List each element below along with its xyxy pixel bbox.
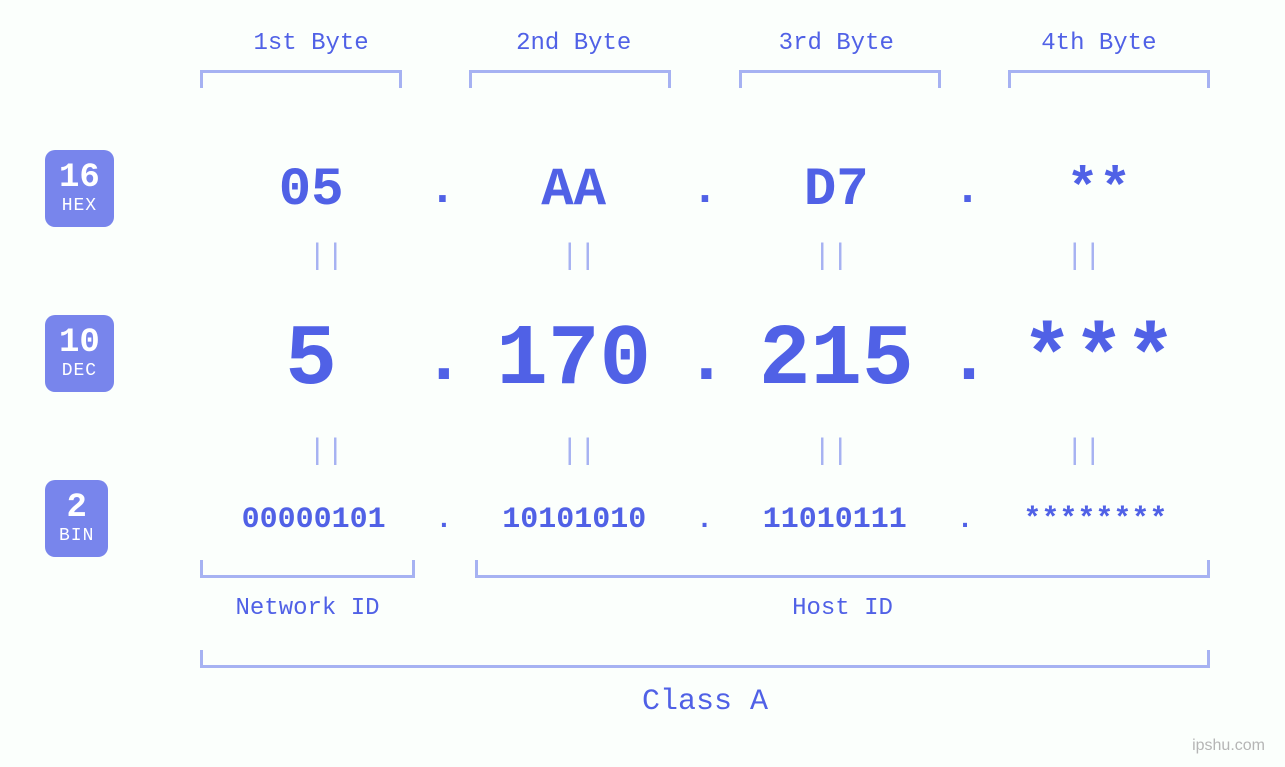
dec-byte-1: 5 bbox=[200, 311, 422, 409]
hex-badge-num: 16 bbox=[59, 160, 100, 197]
byte-header-4: 4th Byte bbox=[988, 30, 1210, 57]
hex-badge: 16 HEX bbox=[45, 150, 114, 227]
hex-row: 05 . AA . D7 . ** bbox=[200, 145, 1210, 235]
dec-byte-3: 215 bbox=[725, 311, 947, 409]
bin-byte-1: 00000101 bbox=[200, 503, 427, 537]
bin-sep-3: . bbox=[948, 505, 981, 536]
top-bracket-row bbox=[200, 70, 1210, 88]
eq-1-1: || bbox=[215, 240, 437, 274]
hex-sep-1: . bbox=[422, 164, 462, 216]
eq-2-2: || bbox=[468, 435, 690, 469]
eq-1-4: || bbox=[973, 240, 1195, 274]
byte-header-3: 3rd Byte bbox=[725, 30, 947, 57]
network-id-label: Network ID bbox=[200, 595, 415, 622]
hex-badge-label: HEX bbox=[59, 197, 100, 217]
dec-badge: 10 DEC bbox=[45, 315, 114, 392]
top-bracket-3 bbox=[739, 70, 941, 88]
bin-byte-2: 10101010 bbox=[461, 503, 688, 537]
host-id-label: Host ID bbox=[475, 595, 1210, 622]
dec-byte-2: 170 bbox=[463, 311, 685, 409]
eq-1-3: || bbox=[720, 240, 942, 274]
watermark: ipshu.com bbox=[1192, 737, 1265, 755]
top-bracket-4 bbox=[1008, 70, 1210, 88]
dec-row: 5 . 170 . 215 . *** bbox=[200, 310, 1210, 410]
bin-badge-label: BIN bbox=[59, 527, 94, 547]
host-bracket bbox=[475, 560, 1210, 578]
network-bracket bbox=[200, 560, 415, 578]
byte-headers-row: 1st Byte 2nd Byte 3rd Byte 4th Byte bbox=[200, 30, 1210, 57]
bin-row: 00000101 . 10101010 . 11010111 . *******… bbox=[200, 490, 1210, 550]
bin-badge-num: 2 bbox=[59, 490, 94, 527]
bin-sep-2: . bbox=[688, 505, 721, 536]
hex-byte-1: 05 bbox=[200, 160, 422, 221]
byte-header-1: 1st Byte bbox=[200, 30, 422, 57]
hex-byte-2: AA bbox=[463, 160, 685, 221]
hex-byte-4: ** bbox=[988, 160, 1210, 221]
bin-badge: 2 BIN bbox=[45, 480, 108, 557]
dec-sep-3: . bbox=[947, 319, 987, 401]
dec-sep-1: . bbox=[422, 319, 462, 401]
dec-badge-num: 10 bbox=[59, 325, 100, 362]
eq-2-4: || bbox=[973, 435, 1195, 469]
eq-2-1: || bbox=[215, 435, 437, 469]
byte-header-2: 2nd Byte bbox=[463, 30, 685, 57]
hex-sep-2: . bbox=[685, 164, 725, 216]
eq-1-2: || bbox=[468, 240, 690, 274]
eq-row-2: || || || || bbox=[200, 435, 1210, 469]
eq-row-1: || || || || bbox=[200, 240, 1210, 274]
dec-byte-4: *** bbox=[988, 311, 1210, 409]
bin-byte-3: 11010111 bbox=[721, 503, 948, 537]
dec-sep-2: . bbox=[685, 319, 725, 401]
dec-badge-label: DEC bbox=[59, 362, 100, 382]
hex-sep-3: . bbox=[947, 164, 987, 216]
class-bracket bbox=[200, 650, 1210, 668]
top-bracket-1 bbox=[200, 70, 402, 88]
bin-sep-1: . bbox=[427, 505, 460, 536]
bin-byte-4: ******** bbox=[982, 503, 1209, 537]
top-bracket-2 bbox=[469, 70, 671, 88]
class-label: Class A bbox=[200, 685, 1210, 719]
hex-byte-3: D7 bbox=[725, 160, 947, 221]
eq-2-3: || bbox=[720, 435, 942, 469]
ip-byte-diagram: 1st Byte 2nd Byte 3rd Byte 4th Byte 16 H… bbox=[0, 0, 1285, 767]
